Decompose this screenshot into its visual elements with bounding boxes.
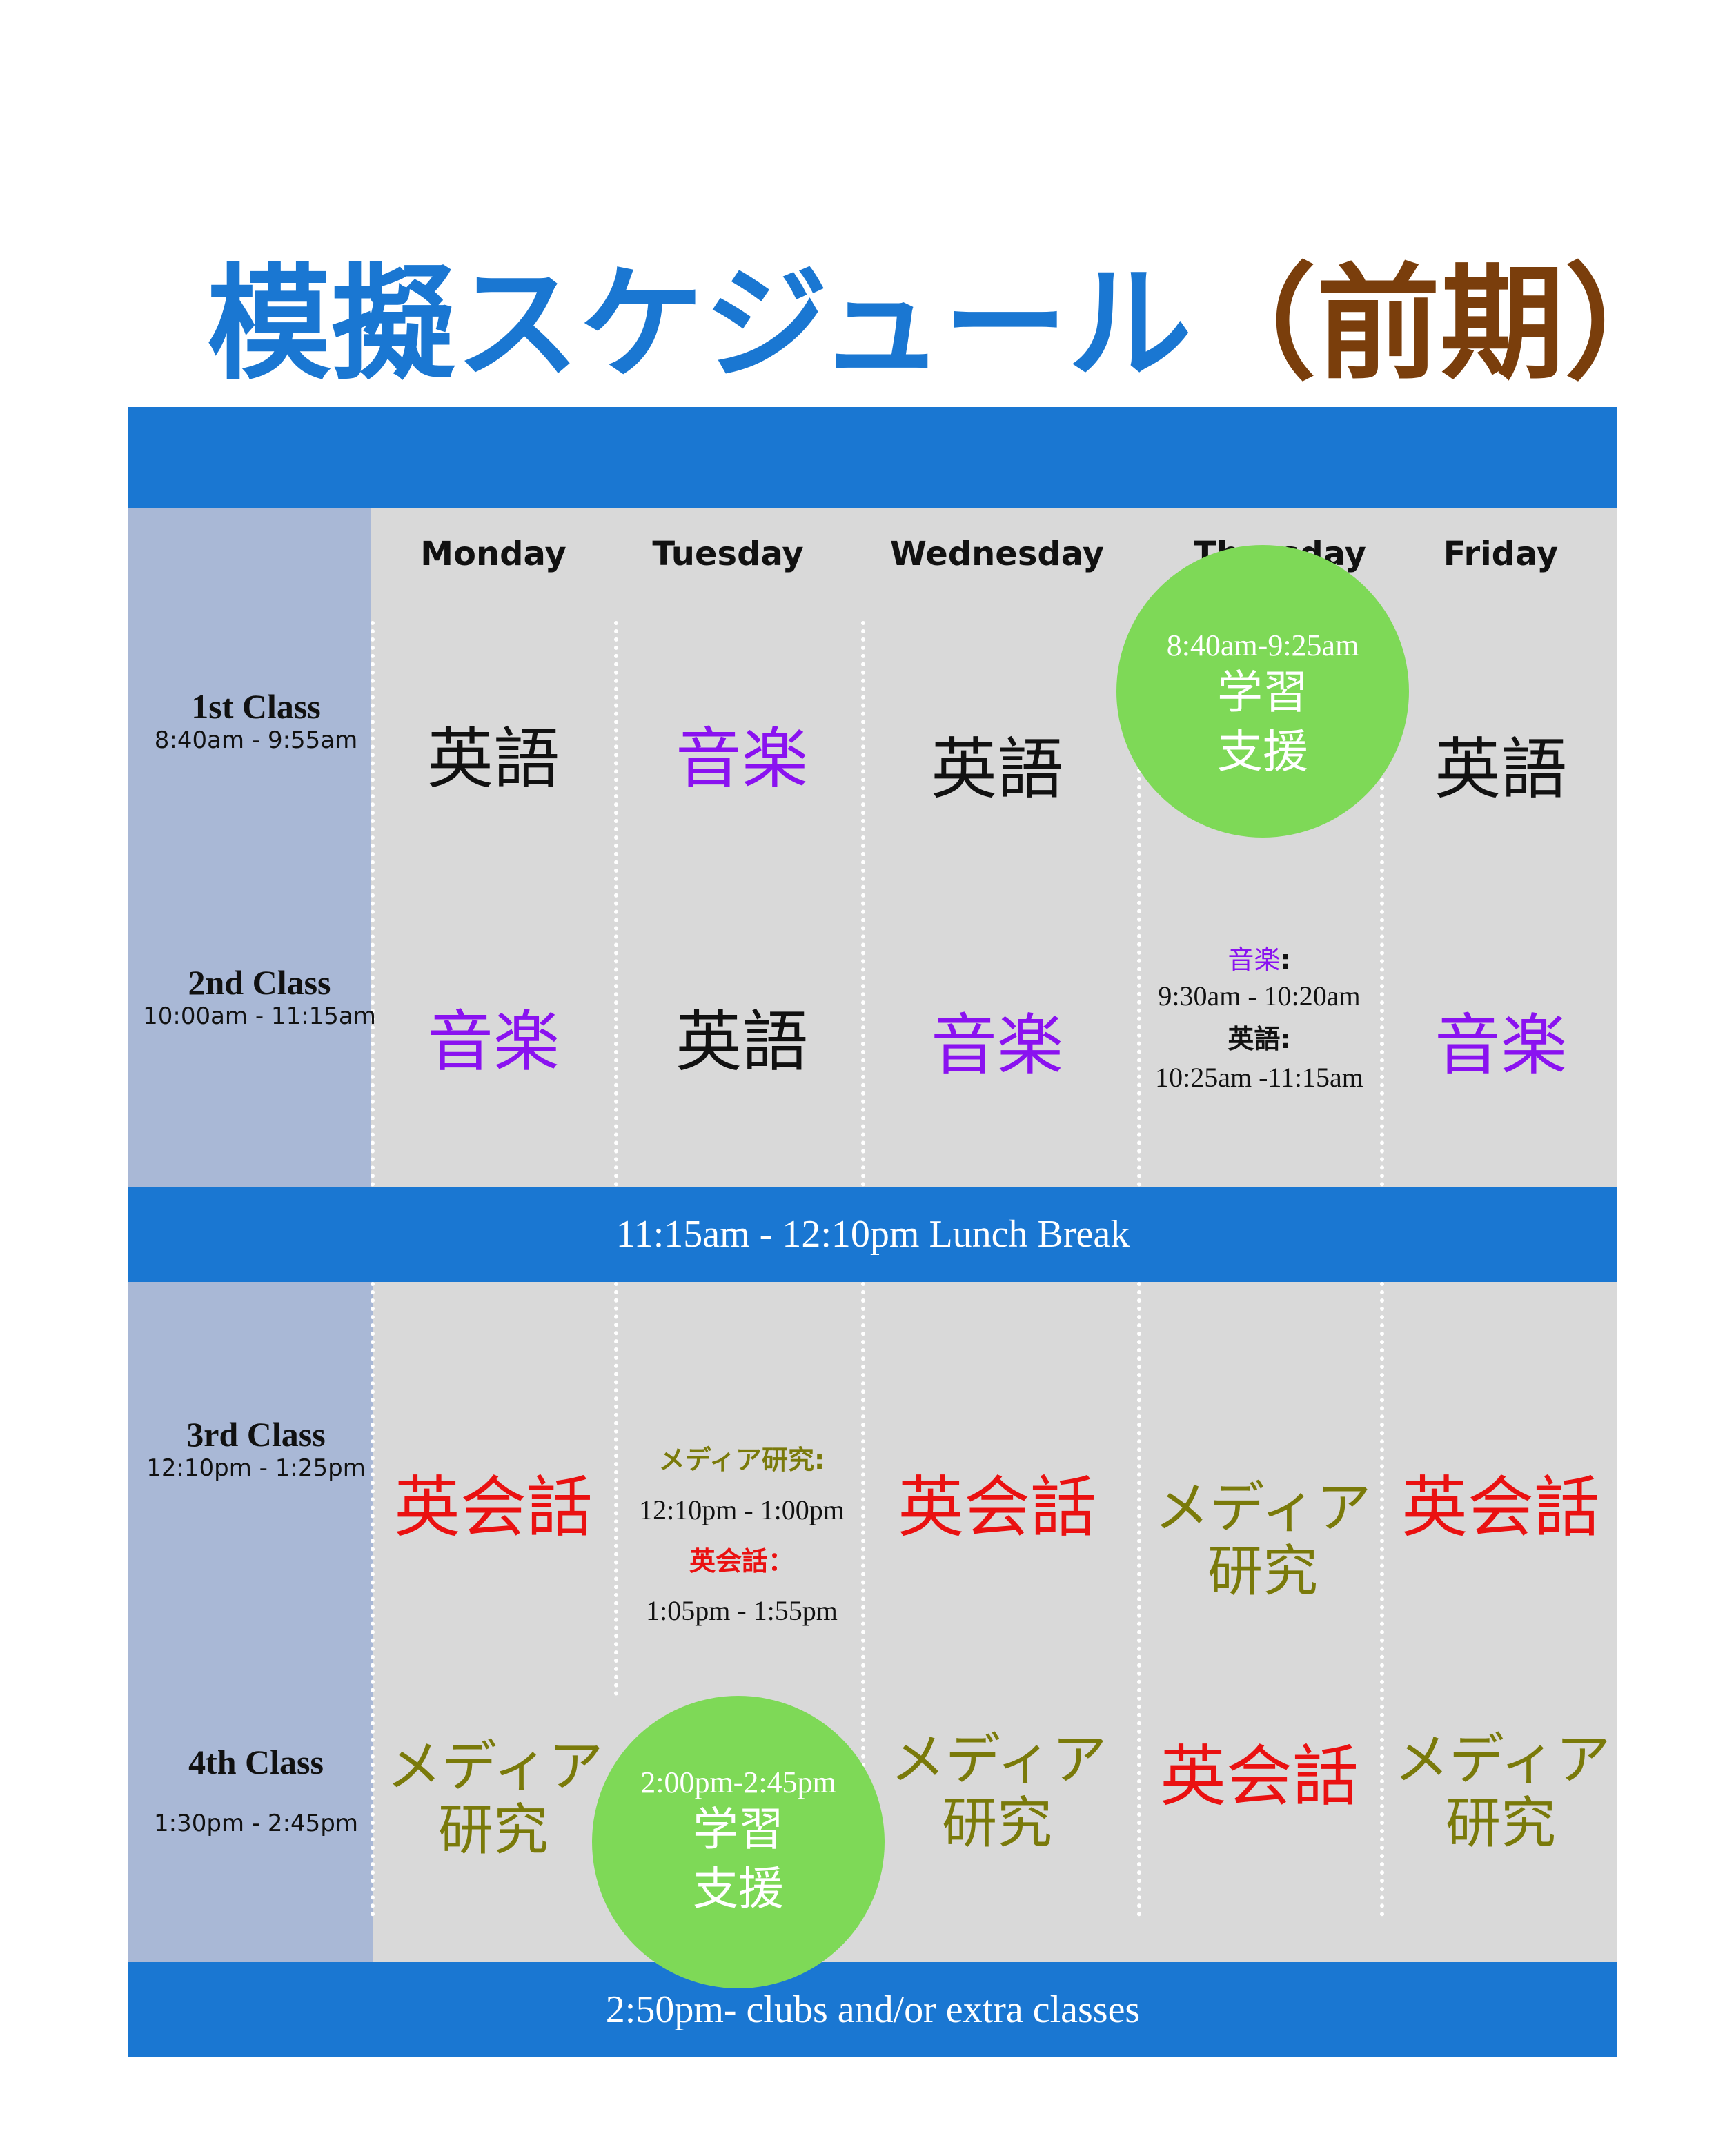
study-support-circle-thursday: 8:40am-9:25am 学習 支援 bbox=[1116, 545, 1409, 838]
divider-3-morning bbox=[861, 621, 865, 1187]
media-line2: 研究 bbox=[438, 1798, 549, 1862]
footer-label: 2:50pm- clubs and/or extra classes bbox=[605, 1988, 1141, 2031]
period-3-label: 3rd Class 12:10pm - 1:25pm bbox=[128, 1414, 384, 1482]
period-name: 1st Class bbox=[191, 687, 321, 726]
cell-tue-p1: 音楽 bbox=[676, 720, 808, 798]
cell-thu-p4: 英会話 bbox=[1160, 1738, 1359, 1815]
thu-p2-music-time: 9:30am - 10:20am bbox=[1158, 980, 1361, 1011]
cell-mon-p4: メディア 研究 bbox=[386, 1734, 604, 1862]
media-line2: 研究 bbox=[1446, 1791, 1556, 1855]
divider-2-afternoon bbox=[614, 1282, 618, 1696]
divider-4-afternoon bbox=[1137, 1282, 1141, 1917]
circle-time: 2:00pm-2:45pm bbox=[640, 1766, 836, 1799]
cell-tue-p2: 英語 bbox=[676, 1003, 808, 1080]
cell-wed-p3: 英会話 bbox=[898, 1469, 1096, 1546]
cell-thu-p3: メディア 研究 bbox=[1152, 1476, 1373, 1603]
media-line1: メディア bbox=[1154, 1476, 1372, 1540]
thu-p2-english-time: 10:25am -11:15am bbox=[1155, 1062, 1363, 1093]
title-main: 模擬スケジュール bbox=[207, 253, 1192, 397]
circle-label-line2: 支援 bbox=[1217, 725, 1308, 778]
period-time: 12:10pm - 1:25pm bbox=[146, 1454, 366, 1482]
cell-fri-p4: メディア 研究 bbox=[1394, 1728, 1611, 1855]
period-name: 3rd Class bbox=[186, 1415, 326, 1454]
circle-label-line1: 学習 bbox=[1217, 666, 1308, 719]
cell-mon-p2: 音楽 bbox=[427, 1003, 560, 1080]
cell-mon-p1: 英語 bbox=[427, 720, 560, 798]
period-1-label: 1st Class 8:40am - 9:55am bbox=[128, 686, 384, 754]
cell-tue-p3: メディア研究: 12:10pm - 1:00pm 英会話： 1:05pm - 1… bbox=[621, 1438, 862, 1627]
cell-fri-p3: 英会話 bbox=[1401, 1469, 1600, 1546]
tue-p3-media-label: メディア研究: bbox=[658, 1445, 825, 1475]
lunch-label: 11:15am - 12:10pm Lunch Break bbox=[615, 1213, 1130, 1256]
period-name: 4th Class bbox=[188, 1743, 324, 1781]
period-time: 10:00am - 11:15am bbox=[143, 1002, 376, 1030]
cell-wed-p1: 英語 bbox=[931, 731, 1063, 808]
tue-p3-conv-label: 英会話： bbox=[689, 1546, 794, 1576]
page-title: 模擬スケジュール（前期） bbox=[207, 255, 1688, 394]
thu-p2-english-label: 英語: bbox=[1228, 1024, 1291, 1054]
study-support-circle-tuesday: 2:00pm-2:45pm 学習 支援 bbox=[592, 1696, 885, 1988]
tue-p3-conv-time: 1:05pm - 1:55pm bbox=[646, 1595, 838, 1626]
cell-thu-p2: 音楽: 9:30am - 10:20am 英語: 10:25am -11:15a… bbox=[1145, 938, 1373, 1094]
cell-fri-p1: 英語 bbox=[1435, 731, 1567, 808]
lunch-bar: 11:15am - 12:10pm Lunch Break bbox=[128, 1187, 1617, 1282]
footer-bar: 2:50pm- clubs and/or extra classes bbox=[128, 1962, 1617, 2057]
period-name: 2nd Class bbox=[188, 963, 331, 1002]
cell-wed-p4: メディア 研究 bbox=[890, 1728, 1107, 1855]
divider-2-morning bbox=[614, 621, 618, 1187]
title-sub: （前期） bbox=[1192, 251, 1689, 397]
day-header-friday: Friday bbox=[1443, 535, 1559, 573]
period-time: 8:40am - 9:55am bbox=[154, 726, 358, 754]
period-time: 1:30pm - 2:45pm bbox=[154, 1810, 358, 1837]
media-line1: メディア bbox=[890, 1728, 1107, 1792]
divider-4-morning bbox=[1137, 752, 1141, 1187]
cell-wed-p2: 音楽 bbox=[931, 1007, 1063, 1084]
panel-afternoon bbox=[373, 1282, 1617, 1962]
top-bar bbox=[128, 407, 1617, 508]
sidebar-morning bbox=[128, 508, 371, 1187]
divider-5-morning bbox=[1380, 621, 1384, 1187]
media-line2: 研究 bbox=[942, 1791, 1052, 1855]
period-2-label: 2nd Class 10:00am - 11:15am bbox=[128, 962, 391, 1030]
period-4-label: 4th Class 1:30pm - 2:45pm bbox=[128, 1742, 384, 1837]
media-line1: メディア bbox=[1394, 1728, 1611, 1792]
panel-morning bbox=[371, 508, 1617, 1187]
media-line2: 研究 bbox=[1208, 1539, 1318, 1603]
divider-1-morning bbox=[371, 621, 375, 1187]
thu-p2-music-label: 音楽: bbox=[1228, 945, 1291, 975]
media-line1: メディア bbox=[386, 1734, 604, 1799]
day-header-tuesday: Tuesday bbox=[652, 535, 804, 573]
cell-fri-p2: 音楽 bbox=[1435, 1007, 1567, 1084]
day-header-wednesday: Wednesday bbox=[889, 535, 1104, 573]
circle-label-line2: 支援 bbox=[693, 1862, 784, 1915]
divider-1-afternoon bbox=[371, 1282, 375, 1917]
circle-time: 8:40am-9:25am bbox=[1166, 629, 1359, 662]
sidebar-afternoon bbox=[128, 1282, 373, 1962]
divider-3-afternoon bbox=[861, 1282, 865, 1917]
divider-5-afternoon bbox=[1380, 1282, 1384, 1917]
cell-mon-p3: 英会話 bbox=[394, 1469, 593, 1546]
circle-label-line1: 学習 bbox=[693, 1803, 784, 1856]
tue-p3-media-time: 12:10pm - 1:00pm bbox=[639, 1494, 845, 1525]
day-header-monday: Monday bbox=[420, 535, 566, 573]
